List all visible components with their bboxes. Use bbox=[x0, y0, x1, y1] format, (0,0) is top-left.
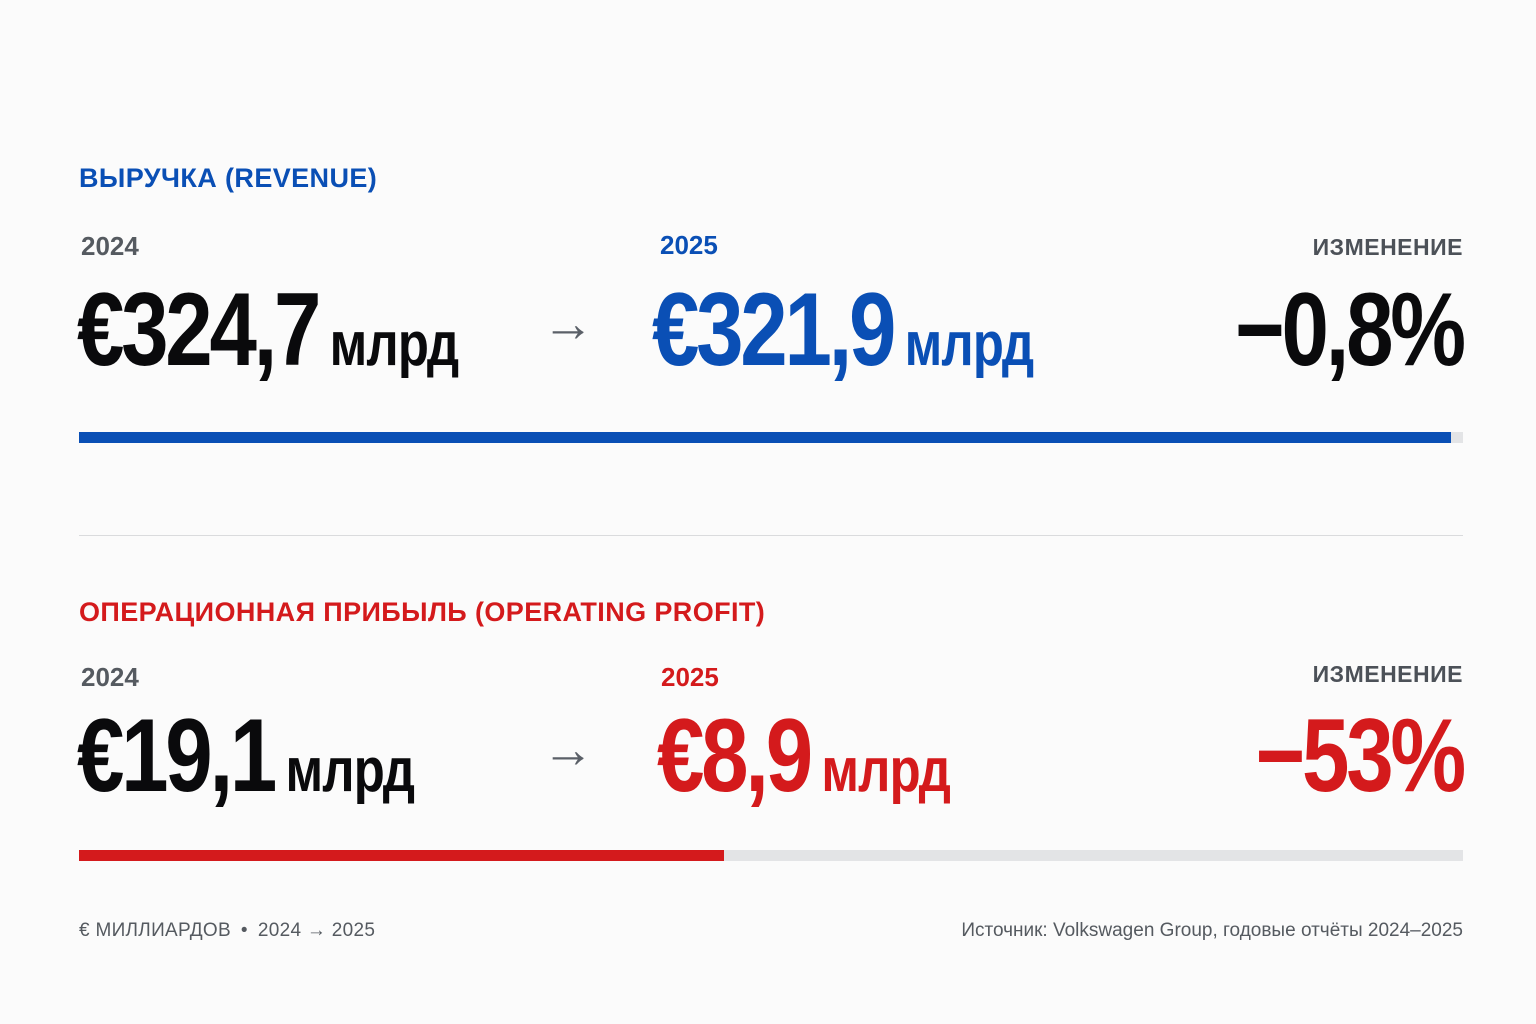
footer-source: Источник: Volkswagen Group, годовые отчё… bbox=[961, 920, 1463, 941]
profit-value-2024-number: €19,1 bbox=[77, 698, 277, 814]
profit-value-2024-unit: млрд bbox=[285, 736, 415, 805]
profit-value-2025: €8,9 млрд bbox=[657, 704, 951, 808]
revenue-label-change: ИЗМЕНЕНИЕ bbox=[1312, 234, 1463, 260]
profit-label-2025: 2025 bbox=[661, 662, 719, 692]
profit-bar-track bbox=[79, 850, 1463, 861]
revenue-bar-track bbox=[79, 432, 1463, 443]
revenue-value-2025-number: €321,9 bbox=[652, 272, 896, 388]
revenue-bar-fill bbox=[79, 432, 1451, 443]
revenue-arrow: → bbox=[542, 295, 594, 353]
section-divider bbox=[79, 535, 1463, 536]
footer-units-text: € МИЛЛИАРДОВ bbox=[79, 920, 231, 941]
revenue-value-2024-unit: млрд bbox=[329, 310, 460, 379]
revenue-title: ВЫРУЧКА (REVENUE) bbox=[79, 163, 378, 193]
profit-value-2024: €19,1 млрд bbox=[77, 704, 415, 808]
footer-dot: • bbox=[240, 920, 248, 941]
profit-label-change: ИЗМЕНЕНИЕ bbox=[1312, 661, 1463, 687]
footer-period: 2024 → 2025 bbox=[257, 920, 376, 941]
revenue-label-2025: 2025 bbox=[660, 230, 718, 260]
profit-value-2025-unit: млрд bbox=[821, 736, 951, 805]
profit-value-2025-number: €8,9 bbox=[657, 698, 813, 814]
profit-bar-fill bbox=[79, 850, 724, 861]
revenue-label-2024: 2024 bbox=[81, 231, 139, 261]
revenue-values-row: €324,7 млрд → €321,9 млрд −0,8% bbox=[77, 272, 1466, 388]
revenue-value-2025: €321,9 млрд bbox=[652, 278, 1035, 382]
profit-title: ОПЕРАЦИОННАЯ ПРИБЫЛЬ (OPERATING PROFIT) bbox=[79, 597, 766, 627]
revenue-value-2025-unit: млрд bbox=[904, 310, 1035, 379]
footer-units: € МИЛЛИАРДОВ • 2024 → 2025 bbox=[79, 920, 375, 942]
profit-label-2024: 2024 bbox=[81, 662, 139, 692]
revenue-value-2024: €324,7 млрд bbox=[77, 278, 460, 382]
revenue-change-value: −0,8% bbox=[1235, 272, 1466, 388]
profit-values-row: €19,1 млрд → €8,9 млрд −53% bbox=[77, 698, 1467, 814]
profit-arrow: → bbox=[542, 721, 594, 779]
profit-change-value: −53% bbox=[1255, 698, 1467, 814]
revenue-value-2024-number: €324,7 bbox=[77, 272, 321, 388]
